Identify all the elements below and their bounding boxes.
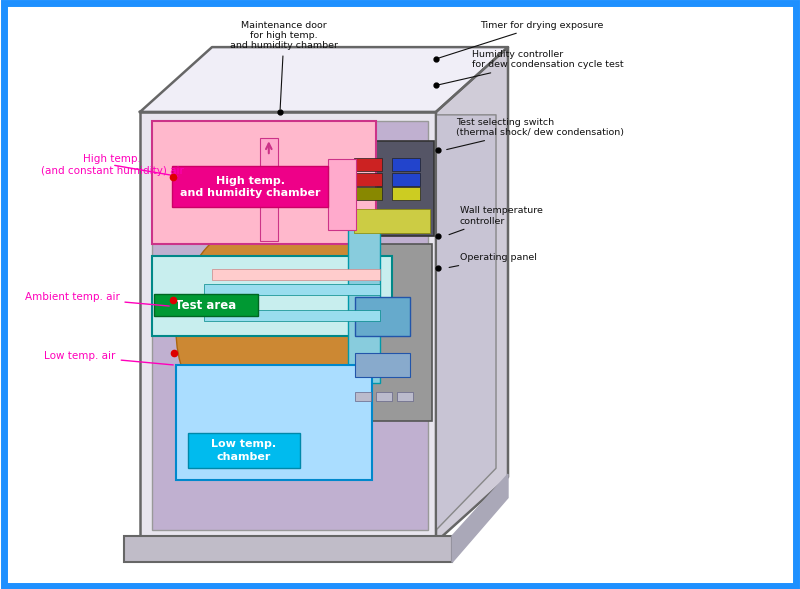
Polygon shape — [436, 47, 508, 542]
FancyBboxPatch shape — [350, 141, 434, 236]
FancyBboxPatch shape — [392, 158, 420, 171]
FancyBboxPatch shape — [376, 392, 392, 401]
FancyBboxPatch shape — [152, 121, 428, 530]
FancyBboxPatch shape — [172, 166, 328, 207]
Text: Ambient temp. air: Ambient temp. air — [25, 293, 170, 306]
FancyBboxPatch shape — [354, 187, 382, 200]
FancyBboxPatch shape — [354, 209, 430, 233]
Text: Humidity controller
for dew condensation cycle test: Humidity controller for dew condensation… — [438, 50, 624, 85]
FancyBboxPatch shape — [204, 310, 380, 321]
Text: Wall temperature
controller: Wall temperature controller — [449, 206, 543, 234]
FancyBboxPatch shape — [348, 224, 380, 383]
FancyBboxPatch shape — [354, 158, 382, 171]
FancyBboxPatch shape — [260, 138, 278, 241]
FancyBboxPatch shape — [397, 392, 413, 401]
Text: Test selecting switch
(thermal shock/ dew condensation): Test selecting switch (thermal shock/ de… — [446, 118, 624, 150]
Text: Timer for drying exposure: Timer for drying exposure — [438, 21, 603, 58]
FancyBboxPatch shape — [188, 433, 300, 468]
FancyBboxPatch shape — [154, 294, 258, 316]
FancyBboxPatch shape — [212, 269, 380, 280]
Text: Low temp.
chamber: Low temp. chamber — [211, 439, 277, 462]
FancyBboxPatch shape — [152, 256, 392, 336]
Polygon shape — [140, 47, 508, 112]
FancyBboxPatch shape — [152, 121, 376, 244]
Text: High temp.
and humidity chamber: High temp. and humidity chamber — [180, 176, 320, 198]
FancyBboxPatch shape — [354, 173, 382, 186]
FancyBboxPatch shape — [355, 353, 410, 377]
FancyBboxPatch shape — [124, 536, 452, 562]
FancyBboxPatch shape — [355, 297, 410, 336]
Text: Low temp. air: Low temp. air — [44, 352, 174, 365]
FancyBboxPatch shape — [392, 187, 420, 200]
FancyBboxPatch shape — [350, 244, 432, 421]
Polygon shape — [452, 474, 508, 562]
Ellipse shape — [176, 212, 392, 448]
FancyBboxPatch shape — [204, 284, 380, 294]
Polygon shape — [436, 115, 496, 530]
Text: Maintenance door
for high temp.
and humidity chamber: Maintenance door for high temp. and humi… — [230, 21, 338, 109]
FancyBboxPatch shape — [140, 112, 436, 542]
FancyBboxPatch shape — [176, 365, 372, 480]
Text: Operating panel: Operating panel — [449, 253, 537, 267]
Text: Test area: Test area — [175, 299, 236, 312]
FancyBboxPatch shape — [355, 392, 371, 401]
FancyBboxPatch shape — [328, 159, 356, 230]
FancyBboxPatch shape — [392, 173, 420, 186]
Text: High temp.
(and constant humidity) air: High temp. (and constant humidity) air — [41, 154, 183, 176]
